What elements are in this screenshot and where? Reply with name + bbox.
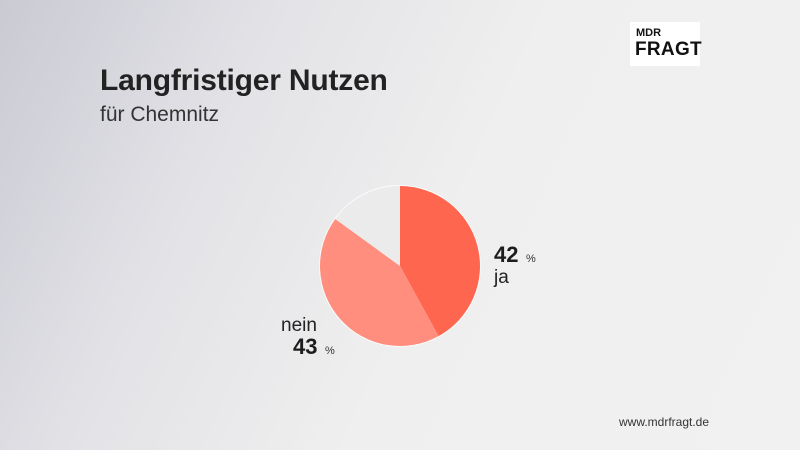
footer-url: www.mdrfragt.de [619,415,710,429]
pie-slice-nein [320,218,439,346]
logo-notch [686,58,700,67]
mdr-fragt-logo: MDR FRAGT [630,22,702,66]
slice-unit-nein: % [325,345,335,357]
slice-value-nein: 43 [293,334,317,359]
logo-top-text: MDR [636,27,662,39]
slice-unit-ja: % [526,253,536,265]
slice-value-ja: 42 [494,242,518,267]
slice-label-ja: ja [493,267,509,288]
pie-slice-rest [335,186,400,266]
chart-title: Langfristiger Nutzen [100,64,388,97]
slice-label-nein: nein [281,315,317,336]
pie-slice-ja [400,186,480,337]
logo-main-text: FRAGT [635,39,702,60]
pie-slices [320,186,480,346]
chart-subtitle: für Chemnitz [100,103,220,126]
